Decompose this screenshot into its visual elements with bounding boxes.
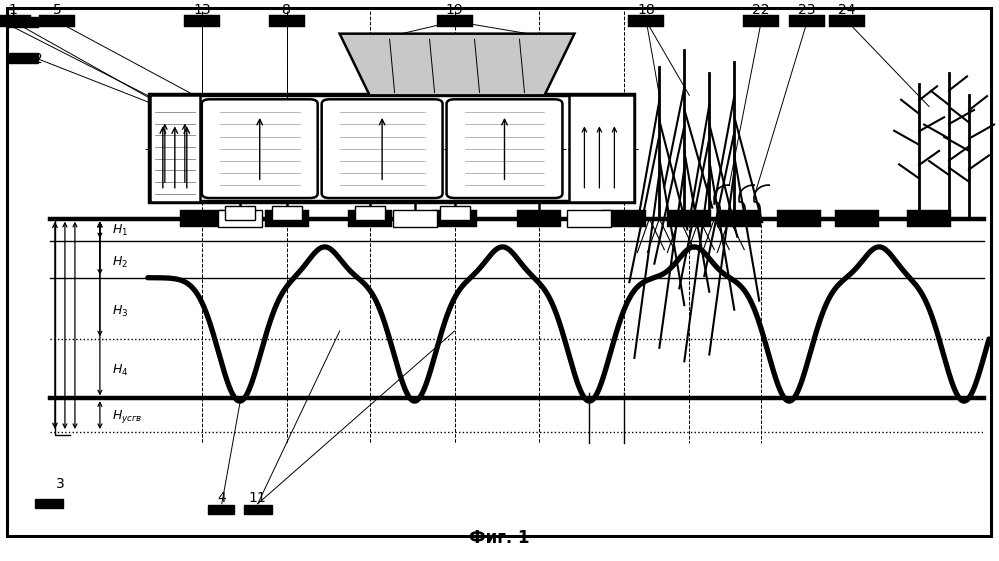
Bar xyxy=(218,210,262,227)
Text: $H_3$: $H_3$ xyxy=(112,304,128,319)
Bar xyxy=(517,210,561,227)
FancyBboxPatch shape xyxy=(202,99,318,198)
Bar xyxy=(35,499,63,508)
Text: 18: 18 xyxy=(637,3,655,17)
Text: 24: 24 xyxy=(838,3,856,17)
Bar xyxy=(835,210,879,227)
Bar xyxy=(743,15,779,27)
Text: 23: 23 xyxy=(798,3,816,17)
Bar xyxy=(602,210,646,227)
Bar xyxy=(829,15,865,27)
Bar xyxy=(8,17,38,27)
Bar xyxy=(628,15,664,27)
Bar xyxy=(8,53,38,63)
Bar xyxy=(0,15,31,27)
Bar xyxy=(567,210,611,227)
Bar xyxy=(907,210,951,227)
Text: 4: 4 xyxy=(218,491,226,505)
Bar xyxy=(393,210,437,227)
Text: 13: 13 xyxy=(193,3,211,17)
Polygon shape xyxy=(340,34,574,95)
Text: 8: 8 xyxy=(283,3,291,17)
Bar xyxy=(440,206,470,220)
Text: $H_2$: $H_2$ xyxy=(112,255,128,270)
Bar xyxy=(265,210,309,227)
Text: 1: 1 xyxy=(9,8,17,22)
Bar xyxy=(789,15,825,27)
Bar xyxy=(437,15,473,27)
Text: 2: 2 xyxy=(34,52,42,66)
Text: 11: 11 xyxy=(249,491,267,505)
Text: 19: 19 xyxy=(446,3,464,17)
FancyBboxPatch shape xyxy=(322,99,443,198)
Bar xyxy=(244,505,272,514)
FancyBboxPatch shape xyxy=(447,99,562,198)
Bar xyxy=(717,210,761,227)
Text: Фиг. 1: Фиг. 1 xyxy=(470,529,529,547)
Bar xyxy=(184,15,220,27)
Text: 5: 5 xyxy=(53,3,61,17)
Bar xyxy=(777,210,821,227)
Bar xyxy=(355,206,385,220)
Bar xyxy=(348,210,392,227)
Bar xyxy=(180,210,224,227)
Text: $H_1$: $H_1$ xyxy=(112,223,128,237)
Bar xyxy=(433,210,477,227)
Text: $H_4$: $H_4$ xyxy=(112,363,128,378)
Text: 22: 22 xyxy=(752,3,770,17)
Text: $H_{усгв}$: $H_{усгв}$ xyxy=(112,408,143,425)
Bar xyxy=(569,95,634,202)
Bar xyxy=(269,15,305,27)
Bar xyxy=(208,505,234,514)
Bar xyxy=(667,210,711,227)
Text: 1: 1 xyxy=(9,3,17,17)
Text: 3: 3 xyxy=(56,477,64,491)
Bar xyxy=(272,206,302,220)
Bar xyxy=(225,206,255,220)
Bar xyxy=(150,95,634,202)
Bar xyxy=(39,15,75,27)
Bar xyxy=(150,95,200,202)
